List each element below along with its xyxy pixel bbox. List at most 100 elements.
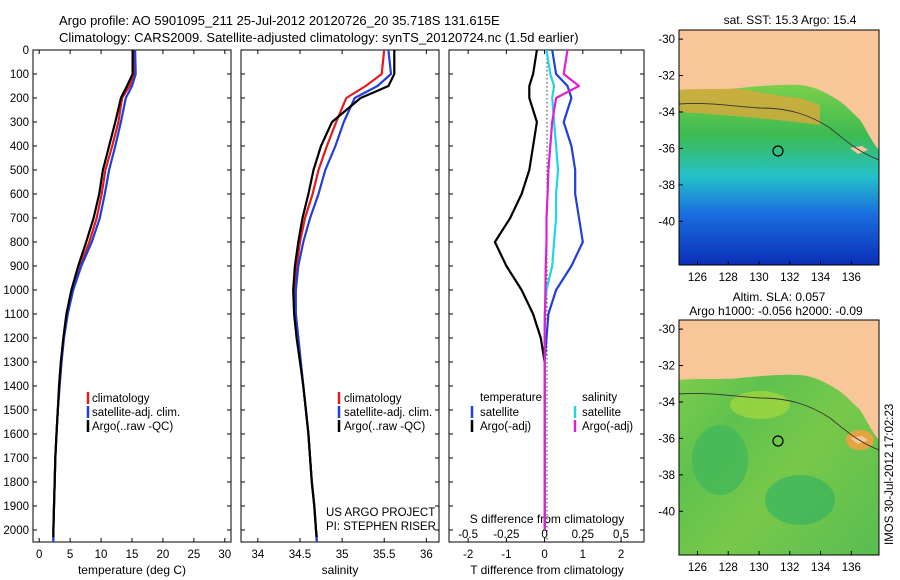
temperature-legend: climatology satellite-adj. clim. Argo(..… — [86, 392, 180, 433]
salinity-legend: climatology satellite-adj. clim. Argo(..… — [337, 392, 432, 433]
map-x-tick-label: 134 — [811, 272, 831, 284]
series-line-climatology — [52, 50, 136, 542]
difference-top-label: S difference from climatology — [470, 512, 625, 526]
x-top-tick-label: -0.25 — [493, 529, 519, 541]
series-line-argo-raw-qc — [292, 50, 396, 538]
side-timestamp: IMOS 30-Jul-2012 17:02:23 — [884, 404, 896, 545]
project-annotation: US ARGO PROJECT — [326, 507, 435, 519]
y-tick-label: 0 — [23, 45, 29, 57]
series-line-temperature-argo-adj — [493, 49, 546, 530]
x-top-tick-label: 0.5 — [613, 529, 629, 541]
shelf-contour — [679, 393, 879, 451]
series-line-climatology — [293, 49, 386, 543]
x-tick-label: 5 — [67, 549, 73, 561]
legend-label-sal-satellite: satellite — [582, 407, 621, 419]
map-x-tick-label: 136 — [842, 272, 861, 284]
x-tick-label: 20 — [157, 549, 170, 561]
map-y-tick-label: -36 — [658, 433, 675, 445]
sla-blob — [730, 391, 790, 419]
x-tick-label: 30 — [218, 549, 231, 561]
map-y-tick-label: -36 — [658, 143, 675, 155]
x-tick-label: -2 — [463, 549, 473, 561]
x-tick-label: 36 — [420, 549, 433, 561]
map-x-tick-label: 130 — [749, 562, 768, 574]
legend-label-temp-argo: Argo(-adj) — [480, 421, 531, 433]
legend-label-climatology: climatology — [92, 393, 150, 405]
y-tick-label: 2000 — [3, 525, 29, 537]
series-line-salinity-argo-adj — [543, 49, 581, 530]
map-x-tick-label: 130 — [749, 272, 768, 284]
legend-header-salinity: salinity — [582, 392, 617, 404]
map-x-tick-label: 136 — [842, 562, 861, 574]
x-tick-label: 1 — [580, 549, 586, 561]
map-y-tick-label: -34 — [658, 397, 675, 409]
sst-map — [679, 30, 879, 265]
x-tick-label: 35.5 — [373, 549, 395, 561]
salinity-series — [292, 49, 396, 543]
pi-annotation: PI: STEPHEN RISER — [326, 521, 436, 533]
series-line-satellite-adj-clim — [52, 49, 137, 542]
map-x-tick-label: 132 — [780, 562, 799, 574]
map-x-tick-label: 128 — [719, 562, 738, 574]
x-tick-label: 2 — [618, 549, 624, 561]
header-line-1: Argo profile: AO 5901095_211 25-Jul-2012… — [59, 13, 500, 28]
land-mass — [679, 30, 879, 150]
x-tick-label: 34 — [251, 549, 264, 561]
x-top-tick-label: 0 — [541, 529, 547, 541]
sla-map-title-1: Altim. SLA: 0.057 — [733, 290, 826, 304]
y-tick-label: 1900 — [3, 501, 29, 513]
y-tick-label: 1300 — [3, 357, 29, 369]
y-tick-label: 100 — [10, 69, 29, 81]
y-tick-label: 1200 — [3, 333, 29, 345]
temperature-x-label: temperature (deg C) — [78, 563, 186, 577]
sst-map-axes: 126 128 130 132 134 136 -30 -32 -34 -36 -38 -40 — [658, 34, 861, 284]
legend-label-satellite: satellite-adj. clim. — [92, 407, 180, 419]
x-tick-label: 34.5 — [289, 549, 311, 561]
sst-map-title: sat. SST: 15.3 Argo: 15.4 — [724, 13, 857, 27]
argo-position-marker — [772, 145, 784, 157]
x-tick-label: 10 — [95, 549, 108, 561]
map-y-tick-label: -40 — [658, 506, 675, 518]
salinity-x-axis: 34 34.5 35 35.5 36 — [251, 50, 433, 561]
sla-blob — [692, 425, 748, 495]
x-top-tick-label: -0.5 — [458, 529, 478, 541]
map-y-tick-label: -32 — [658, 71, 675, 83]
y-tick-label: 1800 — [3, 477, 29, 489]
legend-label-temp-satellite: satellite — [480, 407, 519, 419]
temperature-x-axis: 0 5 10 15 20 25 30 — [36, 50, 231, 561]
temperature-series — [52, 49, 137, 542]
difference-series — [493, 49, 584, 530]
temperature-panel-frame — [32, 49, 232, 543]
map-x-tick-label: 126 — [688, 272, 707, 284]
argo-position-marker — [772, 435, 784, 447]
map-y-tick-label: -34 — [658, 107, 675, 119]
land-mass — [679, 320, 879, 440]
y-tick-label: 300 — [10, 117, 29, 129]
difference-legend: temperature satellite Argo(-adj) salinit… — [470, 392, 633, 433]
map-x-tick-label: 128 — [719, 272, 738, 284]
shelf-contour — [679, 103, 879, 161]
y-tick-label: 1700 — [3, 453, 29, 465]
y-tick-label: 1000 — [3, 285, 29, 297]
y-tick-label: 600 — [10, 189, 29, 201]
x-tick-label: 0 — [36, 549, 42, 561]
y-tick-label: 700 — [10, 213, 29, 225]
y-tick-label: 1400 — [3, 381, 29, 393]
map-x-tick-label: 134 — [811, 562, 831, 574]
sst-warm-band — [679, 86, 820, 125]
difference-x-axis: -2 -1 0 1 2 -0.5 -0.25 0 0.25 0.5 — [458, 50, 629, 561]
y-tick-label: 1500 — [3, 405, 29, 417]
x-tick-label: 35 — [336, 549, 349, 561]
x-top-tick-label: 0.25 — [572, 529, 594, 541]
map-y-tick-label: -38 — [658, 470, 675, 482]
difference-x-label: T difference from climatology — [470, 563, 624, 577]
y-tick-label: 1600 — [3, 429, 29, 441]
legend-header-temperature: temperature — [480, 392, 542, 404]
map-y-tick-label: -32 — [658, 361, 675, 373]
header-line-2: Climatology: CARS2009. Satellite-adjuste… — [59, 30, 579, 45]
salinity-x-label: salinity — [322, 563, 359, 577]
x-tick-label: -1 — [501, 549, 511, 561]
y-tick-label: 800 — [10, 237, 29, 249]
y-tick-label: 400 — [10, 141, 29, 153]
